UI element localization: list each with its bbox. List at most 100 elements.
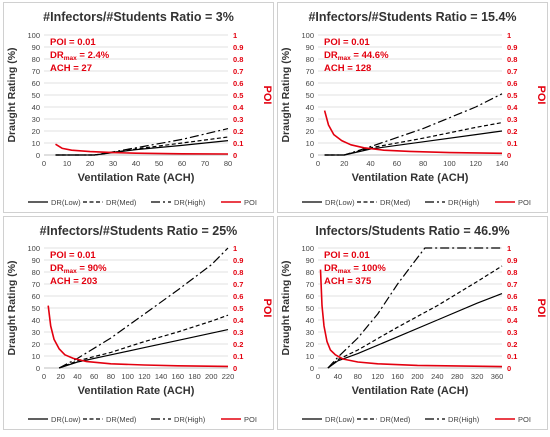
drmax-subscript: max	[338, 268, 351, 275]
y2-tick-label: 1	[507, 31, 511, 40]
legend-label: DR(High)	[448, 198, 480, 207]
y2-tick-label: 0.9	[507, 43, 517, 52]
y-tick-label: 40	[306, 103, 314, 112]
chart-title: #Infectors/#Students Ratio = 25%	[40, 224, 238, 238]
x-axis-label: Ventilation Rate (ACH)	[78, 385, 195, 397]
annotation-ach: ACH = 375	[324, 276, 372, 287]
y2-axis-label: POI	[261, 86, 273, 105]
y2-tick-label: 0.5	[507, 304, 517, 313]
x-axis-label: Ventilation Rate (ACH)	[352, 172, 469, 184]
y2-tick-label: 0	[233, 364, 237, 373]
y2-tick-label: 0.2	[233, 127, 243, 136]
y-tick-label: 70	[306, 67, 314, 76]
drmax-subscript: max	[64, 268, 77, 275]
x-tick-label: 320	[471, 372, 484, 381]
y2-tick-label: 0.3	[507, 328, 517, 337]
chart-panel-4: Infectors/Students Ratio = 46.9%01020304…	[277, 216, 548, 430]
drmax-subscript: max	[338, 55, 351, 62]
y-axis-label: Draught Rating (%)	[280, 260, 292, 355]
y-tick-label: 90	[306, 256, 314, 265]
y2-tick-label: 0.9	[507, 256, 517, 265]
annotation-poi: POI = 0.01	[50, 37, 96, 48]
y2-tick-label: 0.7	[507, 67, 517, 76]
y2-tick-label: 0.7	[507, 280, 517, 289]
panel-border	[277, 216, 548, 430]
y2-tick-label: 0.6	[507, 79, 517, 88]
y2-tick-label: 0.8	[233, 55, 243, 64]
y-axis-label: Draught Rating (%)	[6, 260, 18, 355]
annotation-drmax: DRmax = 90%	[50, 263, 107, 275]
x-tick-label: 360	[491, 372, 504, 381]
y2-tick-label: 0.1	[507, 139, 517, 148]
x-tick-label: 20	[57, 372, 65, 381]
y-tick-label: 0	[310, 364, 314, 373]
y2-tick-label: 0.5	[507, 91, 517, 100]
legend-label: DR(Med)	[106, 198, 137, 207]
legend-label: POI	[518, 198, 531, 207]
y-tick-label: 90	[32, 43, 40, 52]
y2-tick-label: 0.4	[233, 316, 244, 325]
series-line-drhigh	[324, 93, 503, 156]
y-tick-label: 90	[32, 256, 40, 265]
drmax-subscript: max	[64, 55, 77, 62]
series-line-drmed	[55, 136, 229, 156]
x-tick-label: 120	[138, 372, 151, 381]
y2-tick-label: 0.1	[507, 352, 517, 361]
y-tick-label: 20	[32, 127, 40, 136]
y-tick-label: 0	[36, 364, 40, 373]
y2-tick-label: 0.6	[233, 292, 243, 301]
annotation-drmax: DRmax = 100%	[324, 263, 386, 275]
y-tick-label: 100	[301, 244, 314, 253]
x-tick-label: 280	[451, 372, 464, 381]
y2-axis-label: POI	[535, 299, 547, 318]
legend-label: DR(High)	[448, 415, 480, 424]
legend-label: DR(Low)	[51, 198, 81, 207]
y-tick-label: 80	[306, 55, 314, 64]
y-tick-label: 100	[27, 31, 40, 40]
legend-label: DR(Med)	[380, 198, 411, 207]
chart-panel-3: #Infectors/#Students Ratio = 25%01020304…	[3, 216, 274, 430]
annotation-drmax: DRmax = 2.4%	[50, 50, 110, 62]
y-tick-label: 70	[306, 280, 314, 289]
series-line-drhigh	[327, 247, 502, 369]
chart-panel-2: #Infectors/#Students Ratio = 15.4%010203…	[277, 2, 548, 213]
y2-tick-label: 0.3	[507, 115, 517, 124]
y-tick-label: 40	[32, 316, 40, 325]
x-tick-label: 80	[419, 159, 427, 168]
series-line-drmed	[58, 314, 229, 369]
y-tick-label: 60	[306, 79, 314, 88]
y-tick-label: 80	[32, 268, 40, 277]
series-line-drhigh	[55, 128, 229, 156]
y-tick-label: 70	[32, 67, 40, 76]
x-tick-label: 140	[496, 159, 509, 168]
x-tick-label: 140	[155, 372, 168, 381]
y2-tick-label: 0	[507, 151, 511, 160]
x-tick-label: 160	[391, 372, 404, 381]
y-axis-label: Draught Rating (%)	[6, 47, 18, 142]
series-line-poi	[323, 110, 503, 155]
y2-tick-label: 0.8	[507, 268, 517, 277]
y-tick-label: 50	[306, 91, 314, 100]
x-tick-label: 10	[63, 159, 71, 168]
y2-tick-label: 0.6	[507, 292, 517, 301]
x-tick-label: 220	[222, 372, 235, 381]
y-tick-label: 30	[306, 115, 314, 124]
x-tick-label: 60	[178, 159, 186, 168]
y2-tick-label: 0.5	[233, 91, 243, 100]
panel-border	[3, 216, 274, 430]
x-tick-label: 80	[354, 372, 362, 381]
y2-tick-label: 0.2	[507, 340, 517, 349]
drmax-value: = 44.6%	[351, 50, 389, 61]
y-tick-label: 30	[32, 115, 40, 124]
drmax-prefix: DR	[324, 263, 338, 274]
y2-tick-label: 0	[233, 151, 237, 160]
y-tick-label: 30	[32, 328, 40, 337]
y2-tick-label: 0.3	[233, 115, 243, 124]
y2-tick-label: 0.2	[507, 127, 517, 136]
x-tick-label: 30	[109, 159, 117, 168]
x-tick-label: 120	[371, 372, 384, 381]
y2-axis-label: POI	[261, 299, 273, 318]
x-axis-label: Ventilation Rate (ACH)	[78, 172, 195, 184]
x-tick-label: 0	[42, 159, 46, 168]
chart-title: #Infectors/#Students Ratio = 3%	[43, 10, 234, 24]
